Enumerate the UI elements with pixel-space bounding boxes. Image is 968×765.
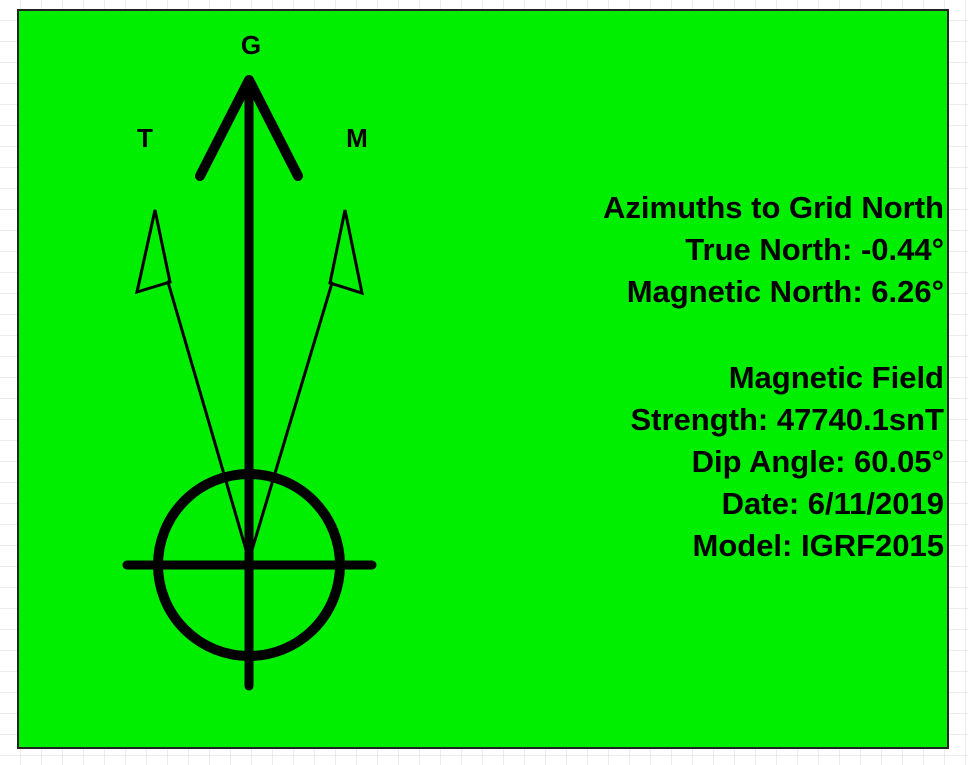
info-line: True North: -0.44° <box>685 232 944 267</box>
info-block: Azimuths to Grid North True North: -0.44°… <box>603 190 944 563</box>
info-line: Strength: 47740.1snT <box>630 402 944 437</box>
info-line: Model: IGRF2015 <box>693 528 945 563</box>
true-north-head <box>134 209 172 295</box>
info-line: Dip Angle: 60.05° <box>692 444 944 479</box>
info-line: Date: 6/11/2019 <box>722 486 944 521</box>
magnetic-north-head <box>328 209 364 296</box>
info-heading: Magnetic Field <box>729 360 944 395</box>
grid-north-head <box>195 75 303 181</box>
true-label: T <box>137 123 153 153</box>
true-north-shaft <box>166 280 251 562</box>
panel <box>17 9 949 749</box>
magnetic-north-shaft <box>247 281 334 562</box>
north-arrow <box>122 75 377 691</box>
magnetic-label: M <box>346 123 368 153</box>
info-line: Magnetic North: 6.26° <box>627 274 944 309</box>
grid-label: G <box>241 30 261 60</box>
info-heading: Azimuths to Grid North <box>603 190 944 225</box>
